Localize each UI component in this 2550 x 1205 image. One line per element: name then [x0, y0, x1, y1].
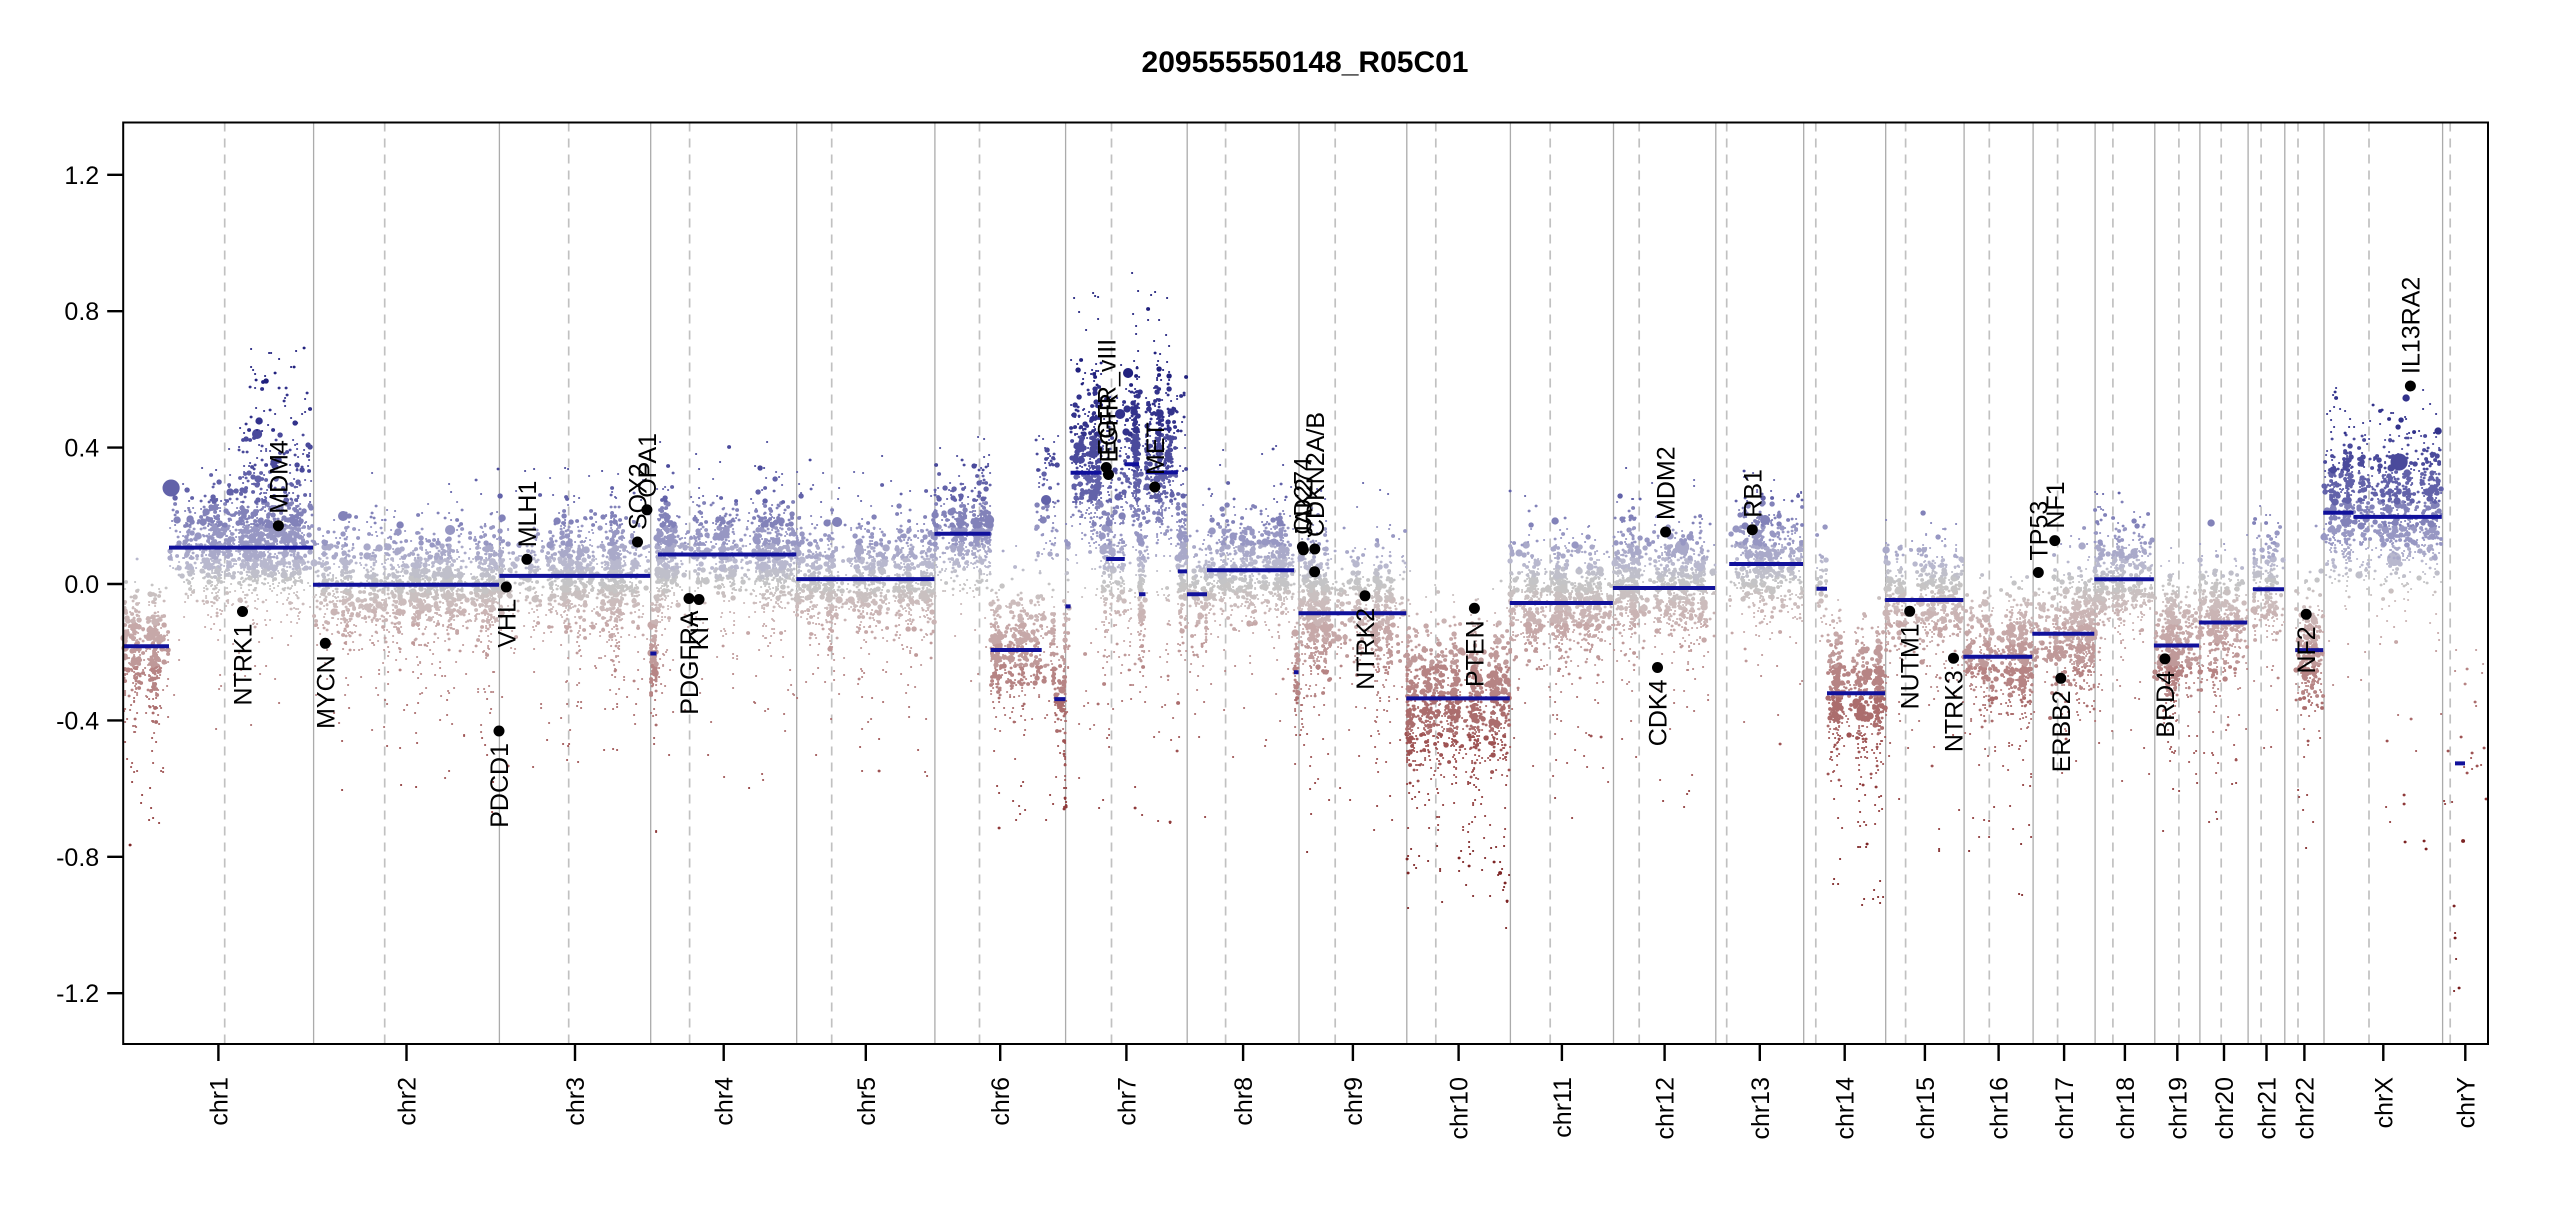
svg-text:209555550148_R05C01: 209555550148_R05C01 [1142, 46, 1469, 79]
svg-text:OPA1: OPA1 [634, 433, 662, 498]
svg-text:chr19: chr19 [2164, 1077, 2192, 1140]
svg-text:chr18: chr18 [2112, 1077, 2140, 1140]
svg-text:NF2: NF2 [2293, 626, 2321, 673]
svg-text:NTRK2: NTRK2 [1352, 608, 1380, 690]
svg-text:EGFR_vIII: EGFR_vIII [1093, 339, 1121, 456]
svg-text:MDM4: MDM4 [265, 440, 293, 514]
svg-text:CD274: CD274 [1289, 457, 1317, 535]
svg-text:chr10: chr10 [1446, 1077, 1474, 1140]
svg-text:PDGFRA: PDGFRA [676, 610, 704, 715]
svg-text:chr12: chr12 [1652, 1077, 1680, 1140]
svg-text:1.2: 1.2 [64, 162, 99, 190]
svg-text:chr6: chr6 [987, 1077, 1015, 1126]
svg-text:chr16: chr16 [1986, 1077, 2014, 1140]
svg-text:chrX: chrX [2370, 1077, 2398, 1129]
svg-text:NTRK1: NTRK1 [230, 624, 258, 706]
svg-text:chrY: chrY [2452, 1077, 2480, 1129]
svg-text:EGFR: EGFR [1096, 393, 1124, 462]
svg-text:chr21: chr21 [2254, 1077, 2282, 1140]
svg-text:chr7: chr7 [1113, 1077, 1141, 1126]
svg-text:chr13: chr13 [1747, 1077, 1775, 1140]
svg-text:NF1: NF1 [2042, 481, 2070, 528]
svg-text:TP53: TP53 [2025, 501, 2053, 561]
svg-text:CDK4: CDK4 [1645, 679, 1673, 746]
svg-text:chr5: chr5 [853, 1077, 881, 1126]
svg-text:SOX2: SOX2 [625, 463, 653, 530]
svg-text:PTEN: PTEN [1461, 620, 1489, 687]
svg-text:chr1: chr1 [205, 1077, 233, 1126]
svg-text:chr4: chr4 [711, 1077, 739, 1126]
svg-text:RB1: RB1 [1739, 469, 1767, 518]
svg-text:NUTM1: NUTM1 [1897, 623, 1925, 709]
svg-text:MLH1: MLH1 [514, 481, 542, 548]
svg-text:chr2: chr2 [394, 1077, 422, 1126]
svg-text:MDM2: MDM2 [1653, 446, 1681, 520]
svg-text:chr17: chr17 [2051, 1077, 2079, 1140]
svg-text:0.4: 0.4 [64, 435, 99, 463]
svg-text:chr11: chr11 [1549, 1077, 1577, 1138]
svg-text:0.0: 0.0 [64, 571, 99, 599]
svg-text:-0.4: -0.4 [56, 707, 99, 735]
svg-text:KIT: KIT [686, 612, 714, 651]
svg-text:MET: MET [1142, 422, 1170, 475]
svg-text:IL13RA2: IL13RA2 [2397, 277, 2425, 374]
svg-text:chr8: chr8 [1230, 1077, 1258, 1126]
svg-text:chr20: chr20 [2211, 1077, 2239, 1140]
svg-text:chr15: chr15 [1912, 1077, 1940, 1140]
svg-text:chr14: chr14 [1832, 1077, 1860, 1140]
svg-text:chr9: chr9 [1340, 1077, 1368, 1126]
svg-text:-0.8: -0.8 [56, 844, 99, 872]
svg-text:chr22: chr22 [2291, 1077, 2319, 1140]
svg-text:ERBB2: ERBB2 [2048, 690, 2076, 772]
svg-text:chr3: chr3 [562, 1077, 590, 1126]
svg-text:NTRK3: NTRK3 [1941, 670, 1969, 752]
svg-text:MYCN: MYCN [312, 655, 340, 729]
svg-text:PDCD1: PDCD1 [486, 743, 514, 828]
svg-text:CDKN2A/B: CDKN2A/B [1302, 412, 1330, 537]
svg-text:BRD4: BRD4 [2152, 671, 2180, 738]
svg-text:0.8: 0.8 [64, 298, 99, 326]
svg-text:JAK2: JAK2 [1290, 478, 1318, 538]
svg-text:VHL: VHL [493, 599, 521, 648]
svg-text:-1.2: -1.2 [56, 980, 99, 1008]
